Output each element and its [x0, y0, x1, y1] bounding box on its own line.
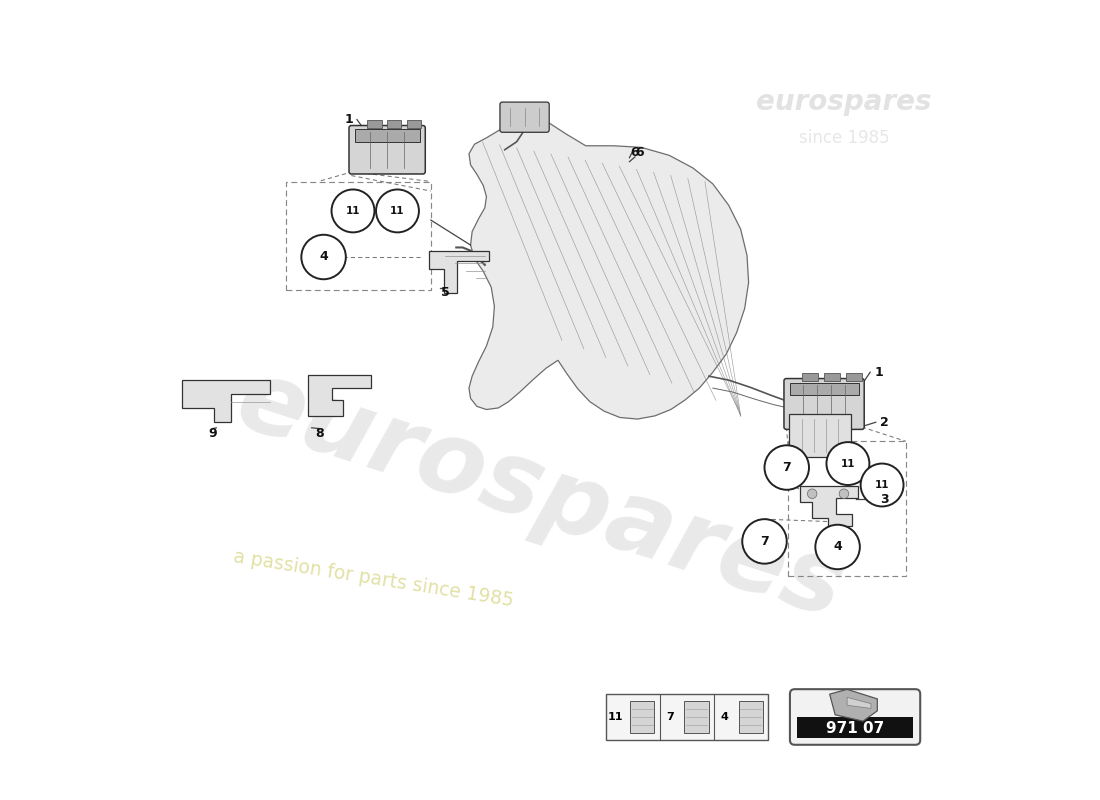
Circle shape: [807, 489, 817, 498]
Text: 3: 3: [880, 493, 889, 506]
Bar: [790, 382, 859, 395]
Polygon shape: [801, 486, 858, 526]
Text: 2: 2: [880, 416, 889, 429]
Text: 1: 1: [874, 366, 883, 378]
FancyBboxPatch shape: [790, 689, 921, 745]
Bar: [354, 130, 420, 142]
Text: a passion for parts since 1985: a passion for parts since 1985: [232, 547, 515, 610]
Text: 1: 1: [344, 113, 353, 126]
Bar: [824, 373, 840, 381]
Circle shape: [742, 519, 786, 564]
Bar: [802, 373, 817, 381]
Text: 6: 6: [635, 146, 643, 158]
Circle shape: [376, 190, 419, 232]
Bar: [606, 694, 769, 740]
Polygon shape: [308, 374, 372, 416]
FancyBboxPatch shape: [789, 414, 851, 457]
Circle shape: [860, 463, 903, 506]
Polygon shape: [429, 251, 488, 293]
Circle shape: [815, 525, 860, 570]
Circle shape: [764, 446, 808, 490]
FancyBboxPatch shape: [499, 102, 549, 132]
Text: 7: 7: [760, 535, 769, 548]
Text: 8: 8: [316, 427, 323, 440]
Text: 971 07: 971 07: [826, 722, 884, 736]
Text: 4: 4: [833, 541, 842, 554]
Text: 11: 11: [607, 712, 623, 722]
Text: 7: 7: [782, 461, 791, 474]
FancyBboxPatch shape: [349, 126, 426, 174]
Circle shape: [826, 442, 869, 485]
FancyBboxPatch shape: [784, 378, 865, 430]
Bar: [407, 120, 421, 128]
Text: 11: 11: [390, 206, 405, 216]
Text: 11: 11: [345, 206, 360, 216]
Bar: [846, 373, 862, 381]
Polygon shape: [469, 120, 749, 419]
Text: eurospares: eurospares: [756, 88, 932, 116]
Polygon shape: [847, 698, 871, 709]
Bar: [367, 120, 382, 128]
Text: 4: 4: [319, 250, 328, 263]
Polygon shape: [829, 690, 878, 721]
Text: 7: 7: [666, 712, 673, 722]
Circle shape: [839, 489, 849, 498]
Text: eurospares: eurospares: [224, 351, 856, 639]
Circle shape: [331, 190, 374, 232]
Polygon shape: [183, 380, 270, 422]
Text: 9: 9: [208, 427, 217, 440]
Bar: [738, 701, 763, 733]
Bar: [387, 120, 402, 128]
Text: since 1985: since 1985: [799, 129, 889, 147]
Text: 6: 6: [630, 146, 639, 158]
Text: 5: 5: [441, 286, 450, 299]
Bar: [630, 701, 654, 733]
Text: 11: 11: [840, 458, 855, 469]
Bar: [798, 717, 913, 738]
Text: 4: 4: [720, 712, 728, 722]
Bar: [684, 701, 708, 733]
Text: 11: 11: [874, 480, 889, 490]
Circle shape: [301, 234, 345, 279]
